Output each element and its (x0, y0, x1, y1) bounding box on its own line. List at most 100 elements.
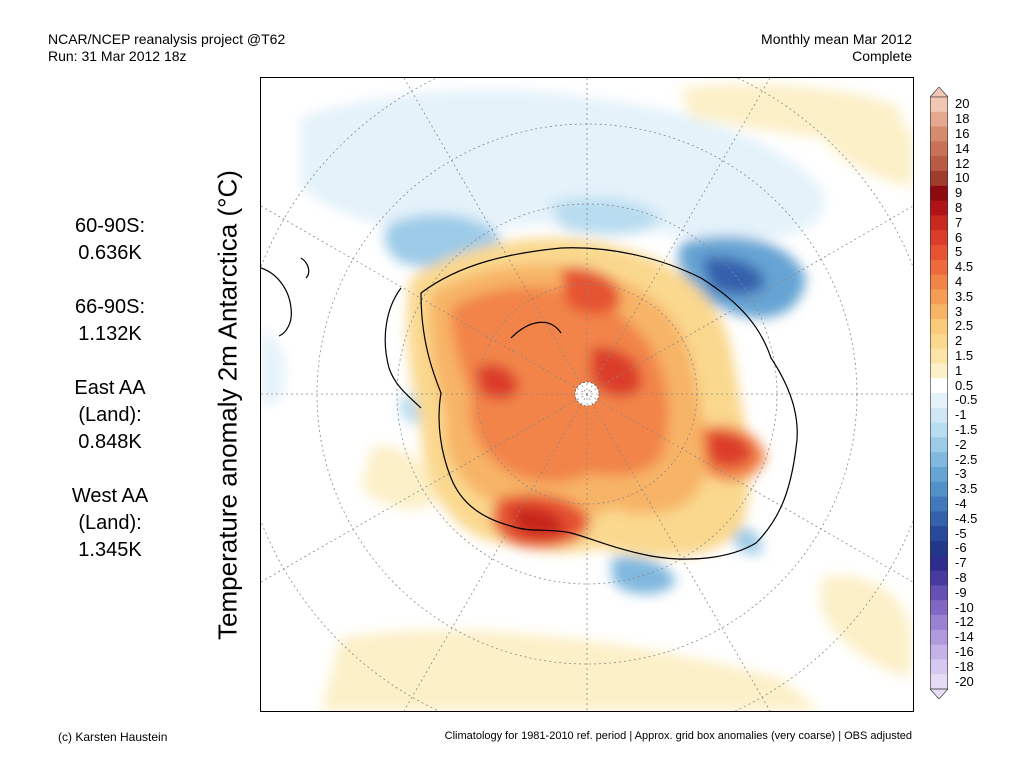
colorbar-swatch (930, 333, 948, 350)
colorbar-tick-label: -4.5 (955, 510, 978, 526)
stat-west-aa: West AA (Land): 1.345K (40, 483, 180, 564)
colorbar-tick-label: -2 (955, 436, 967, 452)
colorbar-tick-label: -16 (955, 644, 974, 659)
colorbar-tick-label: -1.5 (955, 422, 978, 437)
colorbar-swatch (930, 274, 948, 290)
y-axis-label: Temperature anomaly 2m Antarctica (°C) (212, 170, 243, 640)
colorbar-tick-label: 0.5 (955, 377, 974, 393)
colorbar-swatch (930, 126, 948, 142)
colorbar-tick-label: -10 (955, 599, 974, 615)
colorbar-tick-label: 8 (955, 200, 963, 215)
colorbar-swatch (930, 585, 948, 601)
colorbar-swatch (930, 304, 948, 320)
colorbar-swatch (930, 407, 948, 424)
colorbar-tick-label: 3 (955, 303, 963, 319)
colorbar-swatch (930, 97, 948, 113)
colorbar-tick-label: 10 (955, 170, 970, 186)
colorbar-tick-label: -5 (955, 525, 967, 541)
colorbar-swatch (930, 467, 948, 483)
run-date: Run: 31 Mar 2012 18z (48, 48, 187, 64)
colorbar-swatch (930, 452, 948, 468)
colorbar-tick-label: 9 (955, 185, 963, 201)
stat-66-90s: 66-90S: 1.132K (40, 294, 180, 348)
colorbar-swatch (930, 541, 948, 557)
stats-panel: 60-90S: 0.636K 66-90S: 1.132K East AA (L… (40, 213, 180, 591)
stat-label: East AA (74, 377, 146, 399)
colorbar-swatch (930, 171, 948, 187)
south-america-coastline (261, 257, 310, 337)
colorbar-tick-label: 20 (955, 96, 970, 112)
colorbar-swatch (930, 200, 948, 216)
colorbar-tick-label: 1 (955, 362, 963, 378)
colorbar-tick-label: -4 (955, 496, 967, 511)
colorbar-tick-label: -3.5 (955, 481, 978, 497)
stat-east-aa: East AA (Land): 0.848K (40, 375, 180, 456)
colorbar-frame (930, 96, 948, 690)
anomaly-map-svg (261, 78, 913, 711)
colorbar-swatch (930, 393, 948, 409)
colorbar-svg (929, 86, 949, 700)
colorbar-swatch (930, 230, 948, 246)
colorbar-tick-label: 3.5 (955, 288, 974, 304)
colorbar-tick-label: -12 (955, 614, 974, 630)
colorbar-tick-label: -9 (955, 584, 967, 600)
stat-value: 1.345K (78, 539, 142, 561)
colorbar-tick-label: 12 (955, 155, 970, 171)
antarctica-coastline (384, 247, 798, 560)
colorbar-tick-label: -20 (955, 673, 974, 689)
colorbar-tick-label: -2.5 (955, 451, 978, 467)
header-left: NCAR/NCEP reanalysis project @T62 Run: 3… (48, 31, 285, 65)
stat-label-2: (Land): (78, 404, 142, 426)
copyright: (c) Karsten Haustein (58, 730, 168, 744)
colorbar-top-arrow (929, 86, 949, 98)
colorbar-tick-label: -3 (955, 466, 967, 482)
colorbar-swatch (930, 111, 948, 128)
colorbar-swatch (930, 348, 948, 364)
stat-value: 1.132K (78, 323, 142, 345)
colorbar-tick-label: 7 (955, 214, 963, 230)
colorbar-swatch (930, 141, 948, 157)
colorbar-swatch (930, 245, 948, 261)
colorbar-swatch (930, 555, 948, 572)
colorbar-tick-label: -8 (955, 570, 967, 585)
colorbar-swatch (930, 289, 948, 305)
colorbar-swatch (930, 481, 948, 498)
colorbar-tick-label: -6 (955, 540, 967, 556)
colorbar-tick-label: 6 (955, 229, 963, 245)
colorbar-swatch (930, 319, 948, 335)
colorbar (929, 86, 949, 700)
stat-label: West AA (71, 485, 149, 507)
colorbar-tick-label: -18 (955, 658, 974, 674)
stat-60-90s: 60-90S: 0.636K (40, 213, 180, 267)
colorbar-swatch (930, 437, 948, 453)
anomaly-map (260, 77, 914, 712)
colorbar-swatch (930, 156, 948, 172)
colorbar-swatch (930, 511, 948, 527)
colorbar-tick-label: 2 (955, 333, 963, 349)
colorbar-tick-label: 5 (955, 244, 963, 260)
colorbar-swatch (930, 363, 948, 379)
colorbar-swatch (930, 378, 948, 394)
stat-label: 66-90S: (74, 296, 146, 318)
anomaly-field (261, 84, 913, 711)
colorbar-tick-label: -1 (955, 407, 967, 423)
colorbar-swatch (930, 259, 948, 276)
colorbar-swatch (930, 674, 948, 690)
stat-value: 0.848K (78, 431, 142, 453)
colorbar-tick-label: -14 (955, 629, 974, 645)
colorbar-tick-label: 2.5 (955, 318, 974, 334)
colorbar-tick-label: -7 (955, 555, 967, 571)
colorbar-swatch (930, 496, 948, 512)
header-right: Monthly mean Mar 2012 Complete (761, 31, 912, 65)
colorbar-tick-label: 4.5 (955, 259, 974, 275)
colorbar-swatch (930, 215, 948, 231)
colorbar-swatch (930, 570, 948, 586)
colorbar-tick-label: -0.5 (955, 392, 978, 408)
colorbar-tick-label: 18 (955, 111, 970, 127)
graticule (261, 78, 913, 711)
colorbar-swatch (930, 185, 948, 202)
stat-value: 0.636K (78, 242, 142, 264)
footnote: Climatology for 1981-2010 ref. period | … (444, 730, 912, 742)
colorbar-bottom-arrow (929, 688, 949, 700)
colorbar-swatch (930, 600, 948, 616)
